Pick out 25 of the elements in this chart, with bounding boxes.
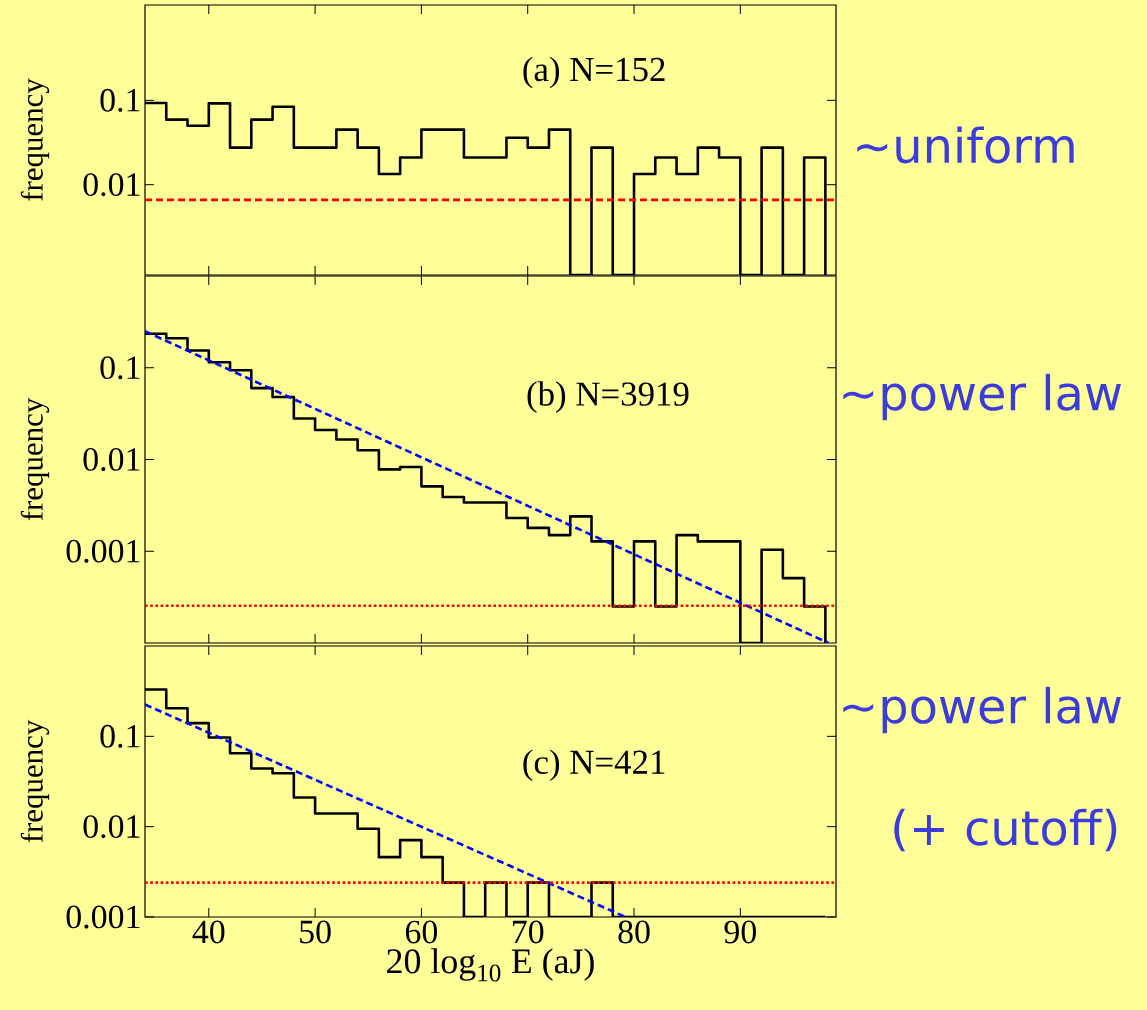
y-tick-label: 0.1 xyxy=(100,88,140,112)
annotation: (c) N=421 xyxy=(523,749,665,782)
y-axis-title: frequency xyxy=(20,719,50,843)
y-tick-label: 0.1 xyxy=(100,356,140,380)
annotation: (b) N=3919 xyxy=(527,381,689,413)
y-tick-label: 0.01 xyxy=(83,173,140,197)
y-tick-label: 0.01 xyxy=(83,447,140,472)
x-axis-title: 20 log$_{10}$ E (aJ) xyxy=(387,948,594,982)
text: ∼power law xyxy=(843,686,1121,734)
x-tick-label: 80 xyxy=(618,920,650,944)
y-axis-title: frequency xyxy=(20,78,50,201)
y-tick-label: 0.01 xyxy=(83,815,140,839)
x-tick-label: 90 xyxy=(724,920,756,944)
x-tick-label: 60 xyxy=(405,920,438,944)
x-tick-label: 70 xyxy=(513,920,544,944)
text: ∼power law xyxy=(843,373,1121,421)
text: ∼uniform xyxy=(857,126,1074,164)
y-tick-label: 0.001 xyxy=(66,539,140,563)
y-tick-label: 0.1 xyxy=(100,724,140,748)
text: (+ cutoff) xyxy=(894,808,1117,852)
x-tick-label: 50 xyxy=(300,920,331,944)
y-tick-label: 0.001 xyxy=(66,905,140,929)
y-axis-title: frequency xyxy=(20,397,50,521)
x-tick-label: 40 xyxy=(192,920,225,944)
annotation: (a) N=152 xyxy=(523,56,665,89)
